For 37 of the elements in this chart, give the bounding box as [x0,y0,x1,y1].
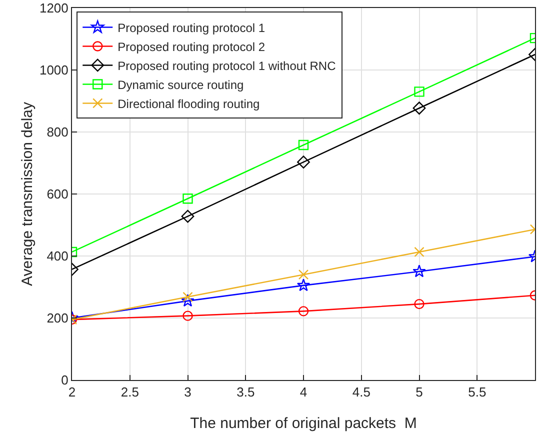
y-tick-label: 800 [46,124,68,140]
legend-label: Proposed routing protocol 1 without RNC [118,58,336,73]
point [297,156,310,169]
x-tick-label: 4 [300,384,308,400]
x-tick-label: 3 [184,384,192,400]
legend-label: Proposed routing protocol 2 [118,40,266,54]
x-tick-label: 5 [416,384,423,400]
point [182,310,193,321]
x-tick-label: 2 [68,384,76,400]
point [181,294,194,307]
point [414,246,424,258]
y-axis-title: Average transmission delay [19,102,36,286]
point [298,140,309,150]
y-tick-label: 0 [61,372,68,388]
y-tick-label: 1200 [39,0,68,16]
x-tick-label: 3.5 [236,384,255,400]
point [182,194,193,204]
point [296,278,310,292]
point [298,270,309,280]
legend-label: Proposed routing protocol 1 [118,20,266,35]
y-tick-label: 400 [46,248,68,264]
point [412,264,426,278]
legend-label: Dynamic source routing [118,78,244,92]
point [182,292,193,302]
legend-label: Directional flooding routing [118,96,260,111]
point [181,210,194,223]
x-axis-title: The number of original packets M [190,415,417,432]
y-tick-label: 1000 [39,62,68,78]
point [298,306,309,316]
y-tick-label: 200 [46,310,68,326]
y-tick-label: 600 [46,186,68,202]
point [414,298,424,310]
x-tick-label: 2.5 [120,384,139,400]
x-tick-label: 4.5 [352,384,370,400]
x-tick-label: 5.5 [468,384,486,400]
point [412,102,426,115]
point [414,86,424,97]
